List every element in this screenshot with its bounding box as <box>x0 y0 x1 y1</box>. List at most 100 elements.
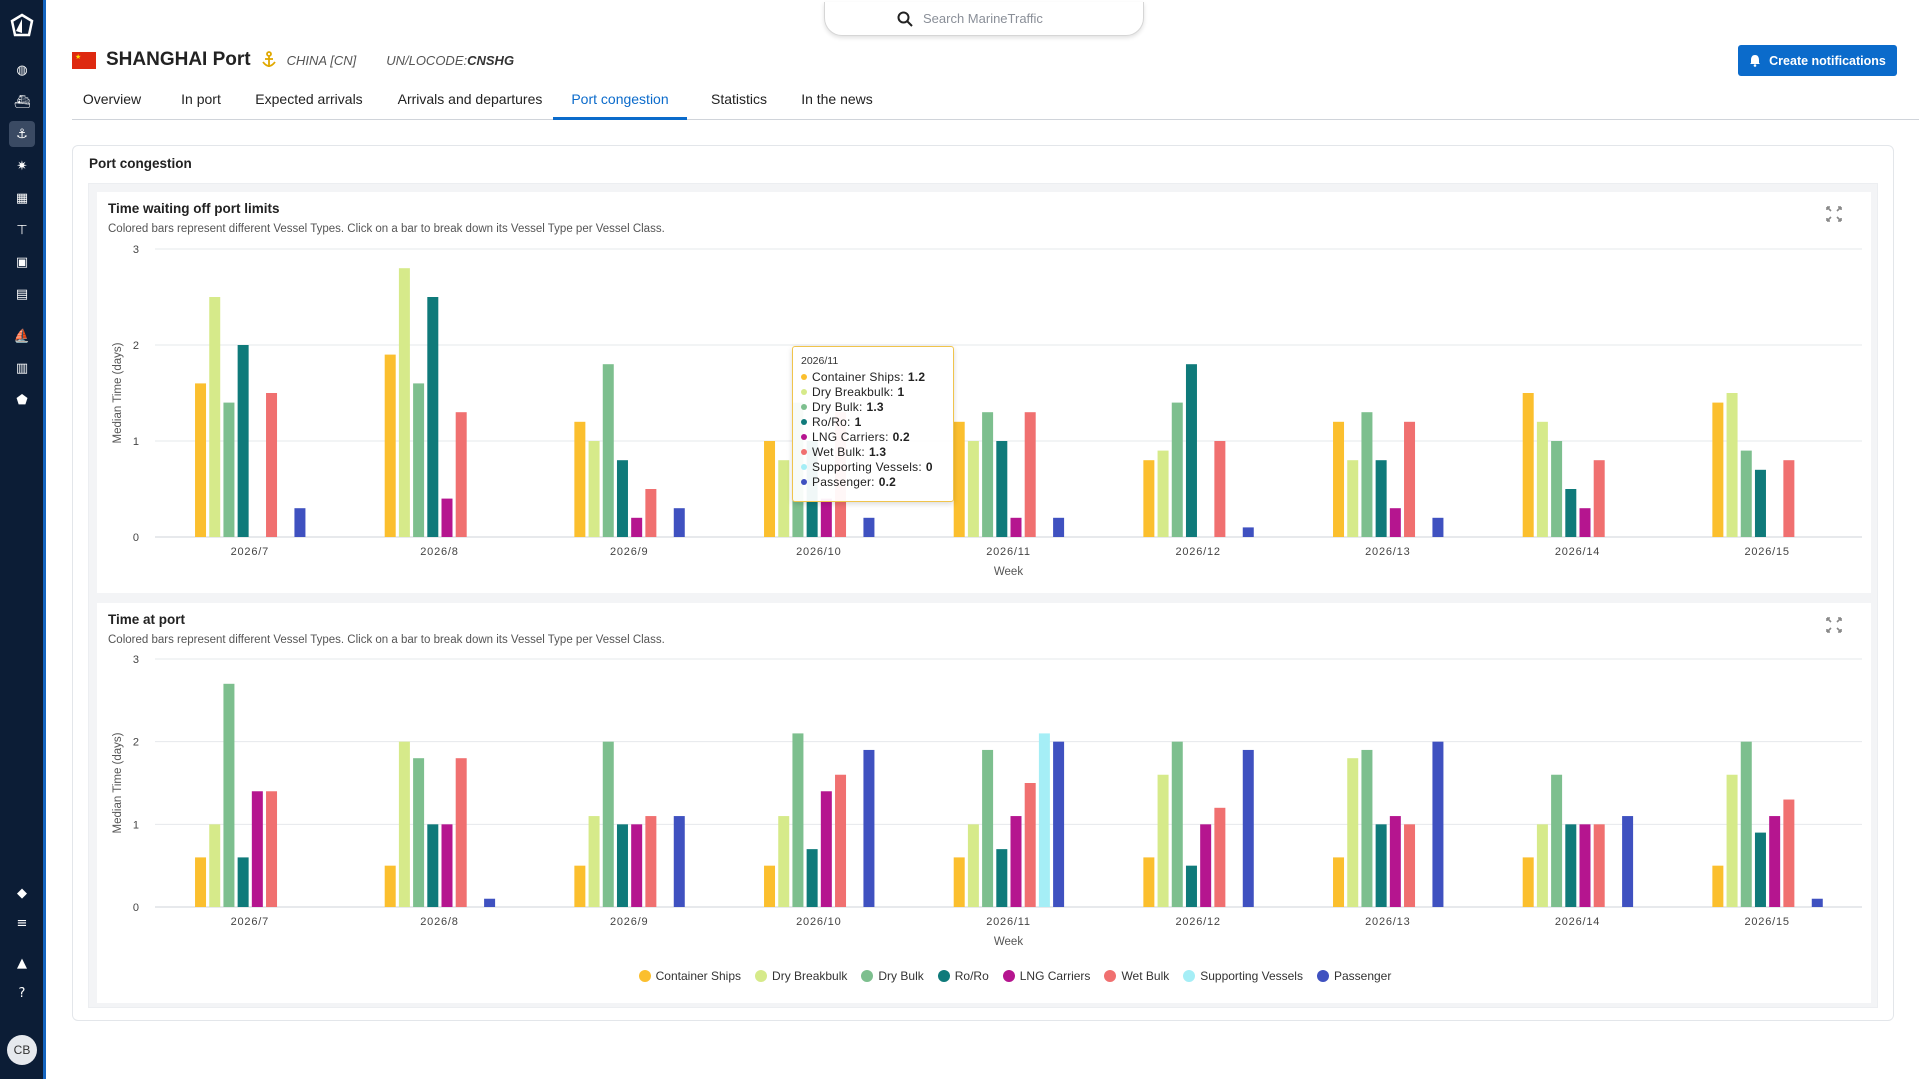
bell-icon: ▲ <box>17 955 27 971</box>
tooltip-value: 1.3 <box>866 399 884 414</box>
time-at-port-chart-card <box>97 603 1871 1003</box>
legend-item[interactable]: Ro/Ro <box>937 969 989 983</box>
legend-marker <box>1104 970 1117 982</box>
tooltip-series-name: Wet Bulk: <box>812 444 865 459</box>
tooltip-value: 0 <box>925 459 933 474</box>
tooltip-row: Supporting Vessels: 0 <box>801 459 945 474</box>
legend-marker <box>937 970 950 982</box>
tooltip-value: 0.2 <box>878 474 896 489</box>
legend-label: Dry Breakbulk <box>772 969 848 983</box>
chart-legend: Container Ships Dry Breakbulk Dry Bulk Ro/R… <box>0 966 1919 986</box>
port-tabs: Overview In port Expected arrivals Arriv… <box>72 84 1919 120</box>
legend-marker <box>755 970 768 982</box>
shield-icon: ⬟ <box>16 392 28 408</box>
tooltip-value: 1 <box>854 414 862 429</box>
legend-label: LNG Carriers <box>1019 969 1091 983</box>
marinetraffic-logo[interactable] <box>9 13 35 39</box>
sidebar-news-icon[interactable]: ▤ <box>9 281 35 307</box>
left-sidebar: ◍ ⛴ ⚓ ✷ ▦ ⊤ ▣ ▤ ⛵ ▥ ⬟ ◆ ≡ ▲? CB <box>0 0 46 1079</box>
legend-item[interactable]: LNG Carriers <box>1002 969 1091 983</box>
sidebar-anchor-icon[interactable]: ⚓ <box>9 121 35 147</box>
legend-item[interactable]: Dry Bulk <box>861 969 924 983</box>
search-icon <box>897 11 913 27</box>
tooltip-series-name: Supporting Vessels: <box>812 459 922 474</box>
tooltip-marker <box>801 388 807 395</box>
tab-arrivals-and-departures[interactable]: Arrivals and departures <box>397 91 543 107</box>
tooltip-row: Wet Bulk: 1.3 <box>801 444 945 459</box>
legend-label: Supporting Vessels <box>1200 969 1303 983</box>
legend-marker <box>1316 970 1329 982</box>
tooltip-value: 1 <box>897 384 905 399</box>
tooltip-marker <box>801 448 807 455</box>
tooltip-series-name: Dry Breakbulk: <box>812 384 894 399</box>
sidebar-photos-icon[interactable]: ▣ <box>9 249 35 275</box>
chart-title: Time waiting off port limits <box>108 201 280 216</box>
sidebar-help-icon[interactable]: ? <box>9 980 35 1006</box>
tab-expected-arrivals[interactable]: Expected arrivals <box>255 91 363 107</box>
legend-marker <box>1002 970 1015 982</box>
section-title: Port congestion <box>89 156 192 171</box>
sidebar-globe-icon[interactable]: ◍ <box>9 57 35 83</box>
tooltip-row: Dry Bulk: 1.3 <box>801 399 945 414</box>
legend-item[interactable]: Wet Bulk <box>1104 969 1169 983</box>
tab-overview[interactable]: Overview <box>82 91 142 107</box>
database-icon: ≡ <box>16 915 28 931</box>
tooltip-marker <box>801 373 807 380</box>
sidebar-shield-icon[interactable]: ⬟ <box>9 387 35 413</box>
tooltip-value: 0.2 <box>892 429 910 444</box>
tab-statistics[interactable]: Statistics <box>710 91 767 107</box>
chart-subtitle: Colored bars represent different Vessel … <box>108 223 665 235</box>
building-icon: ▦ <box>15 190 29 206</box>
tooltip-series-name: Passenger: <box>812 474 875 489</box>
lighthouse-icon: ✷ <box>16 158 28 174</box>
tooltip-marker <box>801 418 807 425</box>
page-title: SHANGHAI Port <box>106 49 251 70</box>
help-icon: ? <box>18 985 26 1001</box>
sidebar-database-icon[interactable]: ≡ <box>9 910 35 936</box>
search-bar[interactable]: Search MarineTraffic <box>824 2 1144 36</box>
sidebar-bell-icon[interactable]: ▲ <box>9 950 35 976</box>
sidebar-building-icon[interactable]: ▦ <box>9 185 35 211</box>
legend-marker <box>1183 970 1196 982</box>
expand-icon[interactable] <box>1826 206 1842 222</box>
tab-in-the-news[interactable]: In the news <box>801 91 873 107</box>
legend-item[interactable]: Container Ships <box>638 969 742 983</box>
tooltip-row: Passenger: 0.2 <box>801 474 945 489</box>
legend-label: Dry Bulk <box>878 969 924 983</box>
sidebar-tag-icon[interactable]: ◆ <box>9 880 35 906</box>
search-input[interactable]: Search MarineTraffic <box>923 11 1043 26</box>
tooltip-row: Ro/Ro: 1 <box>801 414 945 429</box>
legend-label: Container Ships <box>655 969 742 983</box>
sidebar-ship-icon[interactable]: ⛴ <box>9 89 35 115</box>
tag-icon: ◆ <box>17 885 27 901</box>
sidebar-antenna-icon[interactable]: ⊤ <box>9 217 35 243</box>
legend-item[interactable]: Passenger <box>1316 969 1391 983</box>
user-avatar[interactable]: CB <box>7 1035 37 1065</box>
legend-marker <box>861 970 874 982</box>
port-header: ★ SHANGHAI Port CHINA [CN] UN/LOCODE:CNS… <box>72 48 514 72</box>
waiting-chart-card <box>97 192 1871 593</box>
sidebar-lighthouse-icon[interactable]: ✷ <box>9 153 35 179</box>
legend-item[interactable]: Dry Breakbulk <box>755 969 847 983</box>
tooltip-value: 1.2 <box>907 369 926 384</box>
tooltip-value: 1.3 <box>868 444 887 459</box>
tooltip-category: 2026/11 <box>801 355 839 367</box>
tab-in-port[interactable]: In port <box>181 91 221 107</box>
chart-tooltip: 2026/11 Container Ships: 1.2 Dry Breakbulk… <box>792 346 954 502</box>
sidebar-gate-icon[interactable]: ▥ <box>9 355 35 381</box>
china-flag-icon: ★ <box>72 51 96 69</box>
expand-icon[interactable] <box>1826 617 1842 633</box>
create-notifications-button[interactable]: Create notifications <box>1738 45 1897 76</box>
sidebar-vessel-icon[interactable]: ⛵ <box>9 323 35 349</box>
tab-port-congestion[interactable]: Port congestion <box>553 84 687 120</box>
legend-label: Ro/Ro <box>954 969 989 983</box>
vessel-icon: ⛵ <box>13 328 31 344</box>
tooltip-marker <box>801 403 807 410</box>
tooltip-row: Container Ships: 1.2 <box>801 369 945 384</box>
chart-title: Time at port <box>108 612 186 627</box>
legend-item[interactable]: Supporting Vessels <box>1183 969 1303 983</box>
tooltip-marker <box>801 433 807 440</box>
legend-marker <box>638 970 651 982</box>
tooltip-series-name: Dry Bulk: <box>812 399 863 414</box>
photos-icon: ▣ <box>15 254 29 270</box>
